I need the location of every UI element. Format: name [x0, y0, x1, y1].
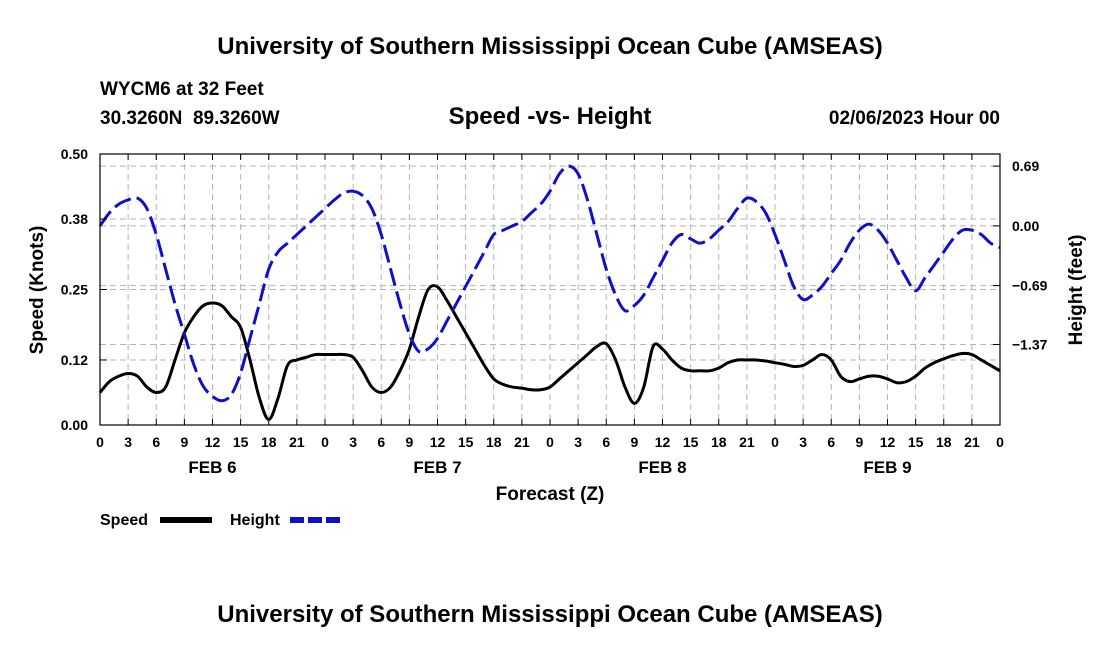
y2-tick-label: 0.69	[1012, 158, 1039, 174]
coordinates-label: 30.3260N 89.3260W	[100, 108, 280, 129]
x-tick-label: 9	[180, 434, 188, 450]
x-tick-label: 12	[205, 434, 221, 450]
y-tick-label: 0.38	[61, 211, 88, 227]
station-label: WYCM6 at 32 Feet	[100, 79, 264, 100]
day-label: FEB 7	[413, 458, 461, 477]
y2-tick-label: −0.69	[1012, 278, 1048, 294]
day-label: FEB 8	[638, 458, 686, 477]
x-tick-label: 21	[964, 434, 980, 450]
x-tick-label: 3	[349, 434, 357, 450]
x-tick-label: 3	[124, 434, 132, 450]
x-tick-label: 15	[458, 434, 474, 450]
x-tick-label: 0	[321, 434, 329, 450]
legend-speed-label: Speed	[100, 512, 148, 529]
legend-height-label: Height	[230, 512, 280, 529]
x-tick-label: 18	[711, 434, 727, 450]
x-tick-label: 18	[486, 434, 502, 450]
chart-title: Speed -vs- Height	[449, 103, 652, 130]
x-tick-label: 6	[152, 434, 160, 450]
x-tick-label: 21	[289, 434, 305, 450]
series-line-height	[98, 164, 1001, 403]
x-tick-label: 9	[855, 434, 863, 450]
x-tick-label: 12	[655, 434, 671, 450]
x-tick-label: 15	[908, 434, 924, 450]
day-label: FEB 6	[188, 458, 236, 477]
x-tick-label: 21	[739, 434, 755, 450]
x-tick-label: 0	[96, 434, 104, 450]
title-top: University of Southern Mississippi Ocean…	[217, 33, 882, 60]
x-tick-label: 18	[261, 434, 277, 450]
legend: Speed Height	[100, 512, 342, 529]
x-tick-label: 0	[771, 434, 779, 450]
x-axis-label: Forecast (Z)	[496, 484, 605, 505]
axis-ticks: 0 3 6 9 12 15 18 21 0 3 6 9 12 15 18 21 0 3 6 9 12 15 18 21 0 3 6 9…	[61, 146, 1048, 477]
title-bottom: University of Southern Mississippi Ocean…	[217, 601, 882, 628]
x-tick-label: 12	[880, 434, 896, 450]
y-axis-label: Speed (Knots)	[27, 226, 48, 355]
y-tick-label: 0.00	[61, 417, 88, 433]
y2-tick-label: −1.37	[1012, 336, 1048, 352]
y-tick-label: 0.12	[61, 352, 88, 368]
x-tick-label: 18	[936, 434, 952, 450]
day-label: FEB 9	[863, 458, 911, 477]
y-tick-label: 0.25	[61, 282, 88, 298]
x-tick-label: 21	[514, 434, 530, 450]
x-tick-label: 12	[430, 434, 446, 450]
x-tick-label: 15	[233, 434, 249, 450]
x-tick-label: 3	[574, 434, 582, 450]
series-layer	[98, 164, 1001, 422]
x-tick-label: 0	[546, 434, 554, 450]
x-tick-label: 9	[405, 434, 413, 450]
x-tick-label: 3	[799, 434, 807, 450]
series-line-speed	[98, 284, 1001, 422]
x-tick-label: 9	[630, 434, 638, 450]
datetime-label: 02/06/2023 Hour 00	[829, 108, 1000, 129]
x-tick-label: 0	[996, 434, 1004, 450]
x-tick-label: 6	[602, 434, 610, 450]
x-tick-label: 6	[827, 434, 835, 450]
y-tick-label: 0.50	[61, 146, 88, 162]
x-tick-label: 6	[377, 434, 385, 450]
x-tick-label: 15	[683, 434, 699, 450]
y2-axis-label: Height (feet)	[1066, 235, 1087, 346]
y2-tick-label: 0.00	[1012, 218, 1039, 234]
